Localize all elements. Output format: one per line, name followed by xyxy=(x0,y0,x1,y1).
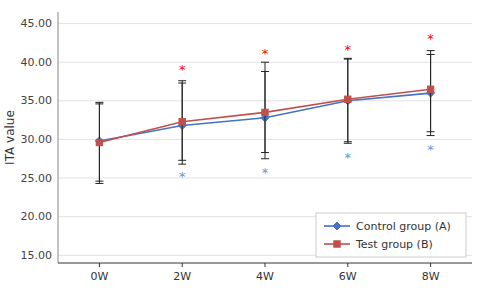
x-tick xyxy=(347,263,348,267)
error-cap-lower xyxy=(261,158,269,159)
plot-area xyxy=(95,51,434,184)
error-cap-upper xyxy=(427,50,435,51)
y-tick-label: 40.00 xyxy=(21,56,53,69)
y-tick-label: 20.00 xyxy=(21,210,53,223)
error-cap-upper xyxy=(261,62,269,63)
significance-star: * xyxy=(179,62,186,77)
error-bar xyxy=(344,58,352,143)
legend-label: Control group (A) xyxy=(356,220,451,233)
legend: Control group (A) Test group (B) xyxy=(316,213,466,257)
x-tick xyxy=(430,263,431,267)
significance-star: * xyxy=(345,150,352,165)
chart: 15.00 20.00 25.00 30.00 35.00 40.00 45.00 0W 2W 4… xyxy=(0,0,484,293)
y-tick-label: 45.00 xyxy=(21,17,53,30)
y-axis-label: ITA value xyxy=(3,110,17,165)
error-cap-upper xyxy=(344,58,352,59)
significance-star: * xyxy=(262,46,269,61)
annotations: * * * * * * * * xyxy=(179,31,434,184)
error-cap-lower xyxy=(95,181,103,182)
error-cap-lower xyxy=(344,143,352,144)
error-bar xyxy=(178,81,186,161)
error-cap-lower xyxy=(427,131,435,132)
error-cap-upper xyxy=(95,102,103,103)
x-tick-label: 2W xyxy=(173,270,191,283)
error-cap-upper xyxy=(95,103,103,104)
significance-star: * xyxy=(179,169,186,184)
significance-star: * xyxy=(427,31,434,46)
error-bar xyxy=(344,59,352,142)
x-tick xyxy=(265,263,266,267)
legend-box xyxy=(316,213,466,257)
series xyxy=(95,54,434,183)
error-cap-upper xyxy=(344,59,352,60)
x-tick xyxy=(99,263,100,267)
legend-marker xyxy=(333,222,341,230)
x-tick-label: 8W xyxy=(422,270,440,283)
x-tick xyxy=(182,263,183,267)
grid-line xyxy=(58,23,472,24)
significance-star: * xyxy=(262,165,269,180)
legend-marker xyxy=(334,241,340,247)
grid-line xyxy=(58,62,472,63)
marker-square xyxy=(262,109,268,115)
error-cap-lower xyxy=(178,160,186,161)
y-tick-label: 15.00 xyxy=(21,249,53,262)
legend-label: Test group (B) xyxy=(355,238,433,251)
y-tick-label: 30.00 xyxy=(21,133,53,146)
series xyxy=(95,51,434,182)
error-bar xyxy=(95,104,103,181)
x-tick-label: 0W xyxy=(90,270,108,283)
error-bar xyxy=(261,62,269,159)
marker-square xyxy=(345,96,351,102)
error-cap-lower xyxy=(427,135,435,136)
error-cap-lower xyxy=(95,183,103,184)
y-axis-line xyxy=(58,12,59,263)
error-cap-upper xyxy=(178,80,186,81)
x-tick-label: 4W xyxy=(256,270,274,283)
y-grid xyxy=(58,24,472,256)
significance-star: * xyxy=(427,142,434,157)
y-tick-label: 35.00 xyxy=(21,94,53,107)
error-bar xyxy=(95,102,103,183)
error-bar xyxy=(427,51,435,132)
y-tick-label: 25.00 xyxy=(21,172,53,185)
significance-star: * xyxy=(345,42,352,57)
marker-square xyxy=(96,139,102,145)
series-line xyxy=(99,89,430,142)
marker-square xyxy=(179,118,185,124)
x-tick-label: 6W xyxy=(339,270,357,283)
marker-square xyxy=(427,86,433,92)
error-cap-lower xyxy=(344,141,352,142)
error-cap-lower xyxy=(178,164,186,165)
